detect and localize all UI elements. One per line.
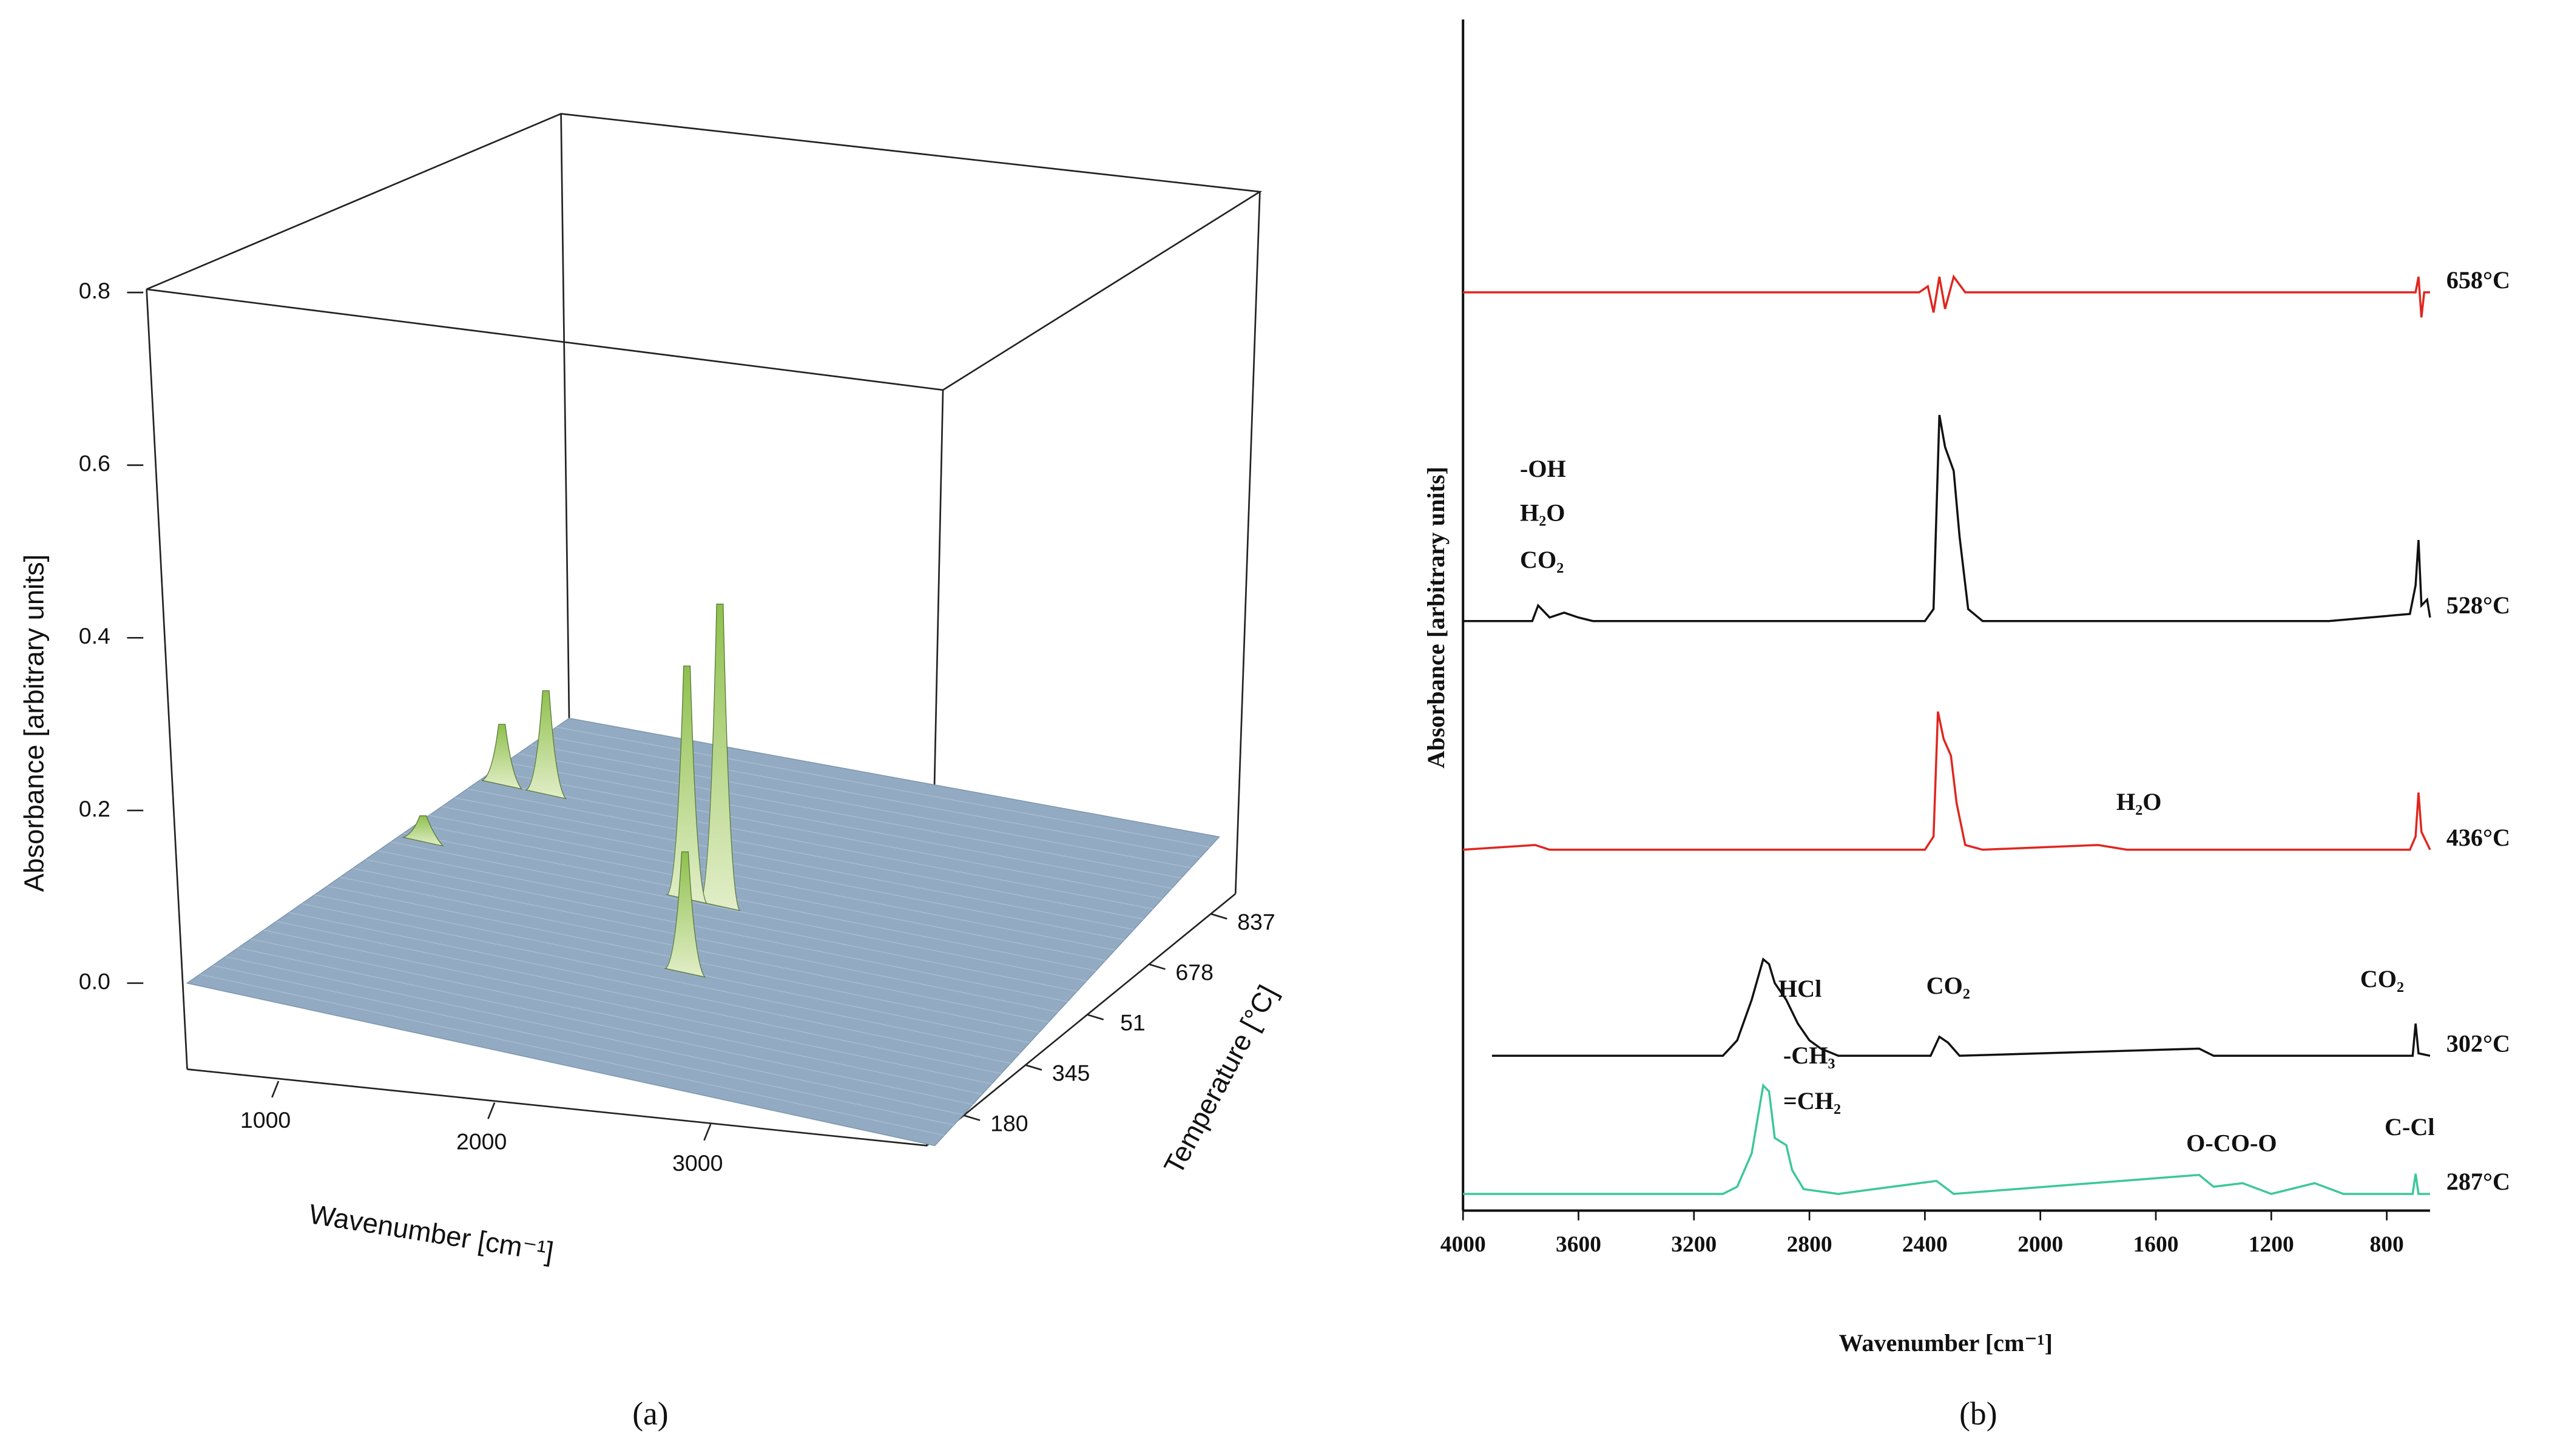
box-edge xyxy=(560,113,570,718)
panel-a: Absorbance [arbitrary units] Wavenumber … xyxy=(18,113,1283,1432)
x-tick-label: 3200 xyxy=(1671,1232,1717,1257)
surface-stripe xyxy=(251,939,982,1095)
surface-stripe xyxy=(416,823,1106,961)
spectrum-line xyxy=(1491,957,2431,1057)
box-top xyxy=(146,113,1263,391)
x-tick xyxy=(487,1102,496,1119)
surface-stripe xyxy=(492,770,1163,899)
y-axis-label: Absorbance [arbitrary units] xyxy=(1422,467,1450,768)
z-tick-label: 0.0 xyxy=(79,968,110,994)
z-tick-label: 0.8 xyxy=(79,278,110,303)
surface-stripe xyxy=(391,841,1087,982)
peak xyxy=(664,851,706,978)
series-label: 658°C xyxy=(2446,266,2510,294)
box-edge xyxy=(1234,192,1261,894)
series-label: 287°C xyxy=(2446,1168,2510,1195)
y-tick xyxy=(1149,963,1166,970)
y-axis-label: Temperature [°C] xyxy=(1158,980,1283,1179)
surface-stripe xyxy=(530,744,1191,869)
x-tick xyxy=(703,1124,712,1141)
x-axis-label: Wavenumber [cm⁻¹] xyxy=(307,1198,556,1267)
y-tick xyxy=(1210,913,1227,920)
annotation: -CH₃ xyxy=(1783,1042,1835,1069)
surface-stripe xyxy=(429,815,1115,951)
surface-stripe xyxy=(263,929,992,1085)
annotation: C-Cl xyxy=(2385,1113,2435,1141)
y-tick-label: 837 xyxy=(1237,909,1275,934)
surface-stripe xyxy=(212,965,954,1126)
annotation: =CH₂ xyxy=(1783,1087,1841,1114)
panel-label: (a) xyxy=(632,1395,668,1432)
surface-stripe xyxy=(276,921,1002,1074)
surface-stripe xyxy=(543,735,1201,858)
surface-stripe xyxy=(238,947,973,1105)
annotation: O-CO-O xyxy=(2186,1130,2277,1157)
z-tick-label: 0.6 xyxy=(79,451,110,476)
y-tick-label: 180 xyxy=(990,1111,1028,1136)
box-edge xyxy=(146,289,188,1070)
surface-stripe xyxy=(365,859,1068,1002)
x-tick-label: 4000 xyxy=(1440,1232,1486,1257)
peak xyxy=(481,724,523,790)
y-tick-label: 51 xyxy=(1120,1009,1146,1035)
surface-stripe xyxy=(479,780,1153,909)
x-tick-label: 800 xyxy=(2369,1232,2403,1257)
y-tick xyxy=(1087,1014,1104,1020)
annotation: H₂O xyxy=(2116,788,2162,815)
spectrum-line xyxy=(1463,711,2431,851)
x-tick-label: 1600 xyxy=(2133,1232,2179,1257)
x-tick xyxy=(271,1080,280,1098)
peak xyxy=(666,666,708,905)
series-label: 302°C xyxy=(2446,1030,2510,1057)
surface-stripe xyxy=(200,974,945,1136)
surface-stripe xyxy=(454,797,1134,930)
peak xyxy=(698,604,741,911)
peak xyxy=(524,690,567,800)
x-tick-label: 1000 xyxy=(240,1107,291,1133)
surface-stripe xyxy=(518,753,1182,878)
z-axis-label: Absorbance [arbitrary units] xyxy=(18,554,49,892)
surface-stripe xyxy=(378,850,1078,992)
annotation: -OH xyxy=(1520,455,1566,482)
box xyxy=(146,113,1263,1147)
annotation: H₂O xyxy=(1520,499,1565,526)
spectrum-line xyxy=(1463,414,2431,622)
annotation: CO₂ xyxy=(2360,965,2404,993)
surface-stripe xyxy=(289,912,1011,1064)
surface-stripe xyxy=(467,788,1144,920)
surface-stripe xyxy=(556,726,1210,848)
spectrum-line xyxy=(1463,274,2430,318)
x-tick-label: 3000 xyxy=(672,1150,723,1176)
surface-stripe xyxy=(442,806,1125,940)
x-tick-label: 2000 xyxy=(456,1128,507,1154)
x-tick-label: 2000 xyxy=(2017,1232,2063,1257)
x-axis-label: Wavenumber [cm⁻¹] xyxy=(1838,1329,2053,1357)
x-tick-label: 2400 xyxy=(1902,1232,1948,1257)
panel-label: (b) xyxy=(1959,1395,1997,1432)
y-tick-label: 345 xyxy=(1052,1060,1090,1086)
x-tick-label: 2800 xyxy=(1787,1232,1832,1257)
annotation: CO₂ xyxy=(1926,972,1970,999)
box-bottom xyxy=(187,893,1237,1147)
x-tick-label: 1200 xyxy=(2249,1232,2294,1257)
annotations: -OH H₂O CO₂ H₂O HCl CO₂ CO₂ -CH₃ =CH₂ O-… xyxy=(1520,455,2435,1157)
annotation: CO₂ xyxy=(1520,546,1564,573)
spectrum-line xyxy=(1463,1083,2430,1195)
z-tick-label: 0.4 xyxy=(79,623,110,649)
panel-b: Absorbance [arbitrary units] Wavenumber … xyxy=(1422,19,2510,1432)
peak xyxy=(402,815,444,847)
surface-stripe xyxy=(353,868,1058,1013)
x-tick-label: 3600 xyxy=(1556,1232,1601,1257)
series-label: 528°C xyxy=(2446,592,2510,619)
y-tick xyxy=(1025,1064,1042,1071)
surface-stripe xyxy=(403,832,1096,971)
surface-stripe xyxy=(505,762,1172,889)
z-tick-label: 0.2 xyxy=(79,796,110,821)
surface-stripe xyxy=(225,956,964,1116)
y-tick-label: 678 xyxy=(1175,959,1214,985)
surface-stripe xyxy=(302,903,1021,1054)
y-tick xyxy=(963,1114,981,1121)
series-label: 436°C xyxy=(2446,824,2510,851)
